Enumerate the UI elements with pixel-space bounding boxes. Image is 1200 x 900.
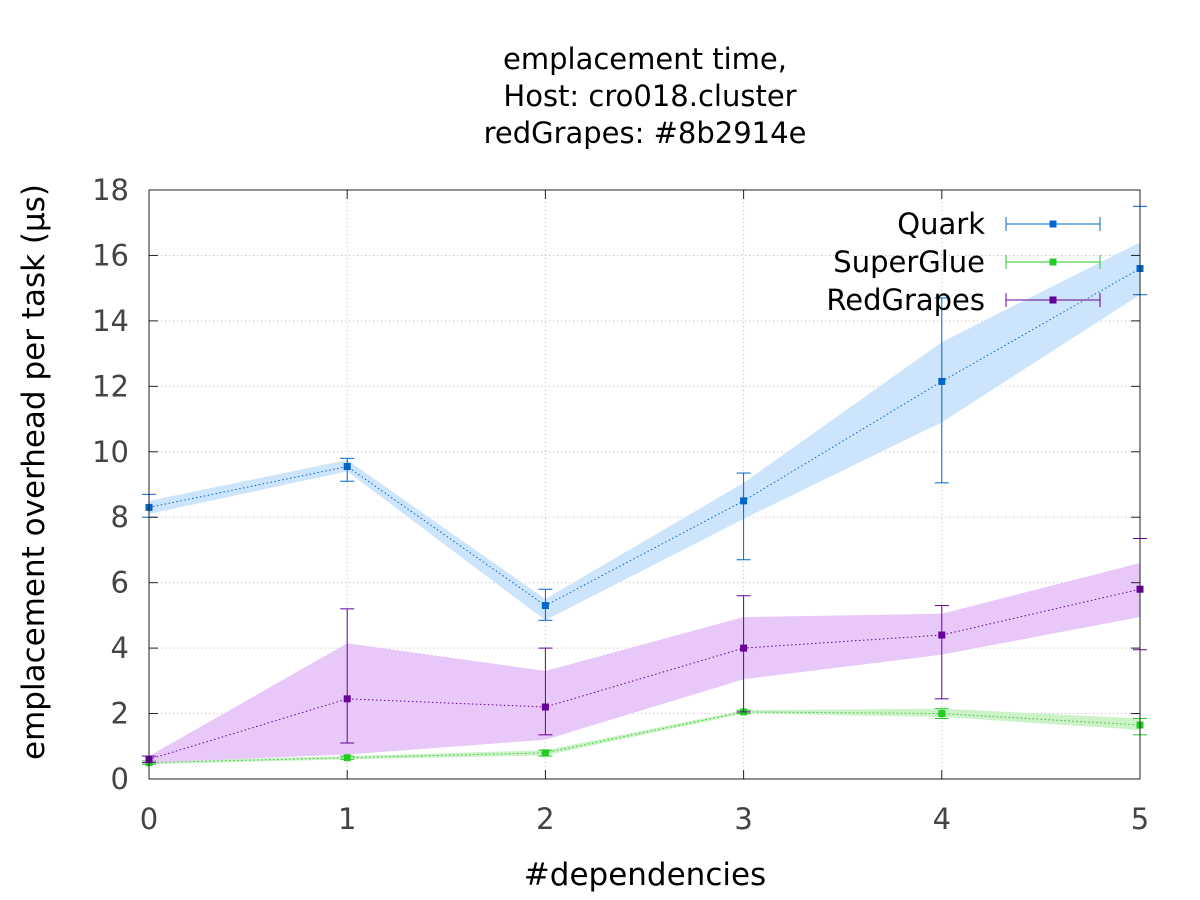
chart-title-line-1: emplacement time,	[503, 42, 787, 76]
series-line	[148, 711, 1141, 764]
confidence-bands	[149, 242, 1140, 765]
legend-label: RedGrapes	[826, 283, 985, 317]
y-tick-label: 4	[111, 631, 129, 665]
legend-label: SuperGlue	[833, 245, 985, 279]
data-point	[541, 749, 549, 757]
legend-marker	[1049, 258, 1057, 266]
data-point	[343, 754, 351, 762]
legend-item-redgrapes: RedGrapes	[826, 283, 1101, 317]
series-line	[148, 268, 1141, 607]
y-tick-label: 6	[111, 566, 129, 600]
legend-marker	[1049, 296, 1057, 304]
data-point	[343, 463, 351, 471]
y-axis-label: emplacement overhead per task (μs)	[16, 184, 52, 760]
data-point	[541, 703, 549, 711]
y-tick-label: 2	[111, 697, 129, 731]
legend-item-superglue: SuperGlue	[833, 245, 1101, 279]
legend-marker	[1049, 220, 1057, 228]
x-axis-label: #dependencies	[524, 857, 766, 893]
legend-label: Quark	[897, 207, 985, 241]
x-tick-label: 0	[140, 802, 158, 836]
y-tick-label: 0	[111, 762, 129, 796]
chart-title-line-2: Host: cro018.cluster	[503, 79, 796, 113]
data-point	[343, 695, 351, 703]
legend-item-quark: Quark	[897, 207, 1101, 241]
y-tick-label: 12	[92, 369, 129, 403]
data-point	[740, 497, 748, 505]
data-point	[938, 631, 946, 639]
x-tick-label: 3	[734, 802, 752, 836]
legend: Quark SuperGlue RedGrapes	[826, 207, 1101, 317]
chart-title: emplacement time, Host: cro018.cluster r…	[484, 42, 807, 150]
x-tick-label: 4	[933, 802, 951, 836]
y-tick-label: 16	[92, 238, 129, 272]
band-redgrapes	[149, 563, 1140, 763]
y-tick-label: 8	[111, 500, 129, 534]
axes	[148, 189, 1141, 780]
band-superglue	[149, 708, 1140, 765]
plot-frame	[148, 189, 1141, 780]
data-point	[938, 710, 946, 718]
data-point	[740, 644, 748, 652]
data-point	[541, 602, 549, 610]
y-tick-label: 10	[92, 435, 129, 469]
x-tick-label: 1	[338, 802, 356, 836]
y-tick-label: 18	[92, 173, 129, 207]
y-tick-label: 14	[92, 304, 129, 338]
x-tick-label: 5	[1131, 802, 1149, 836]
x-tick-label: 2	[536, 802, 554, 836]
data-point	[938, 377, 946, 385]
band-quark	[149, 242, 1140, 621]
chart-title-line-3: redGrapes: #8b2914e	[484, 116, 807, 150]
series-line	[148, 588, 1141, 760]
